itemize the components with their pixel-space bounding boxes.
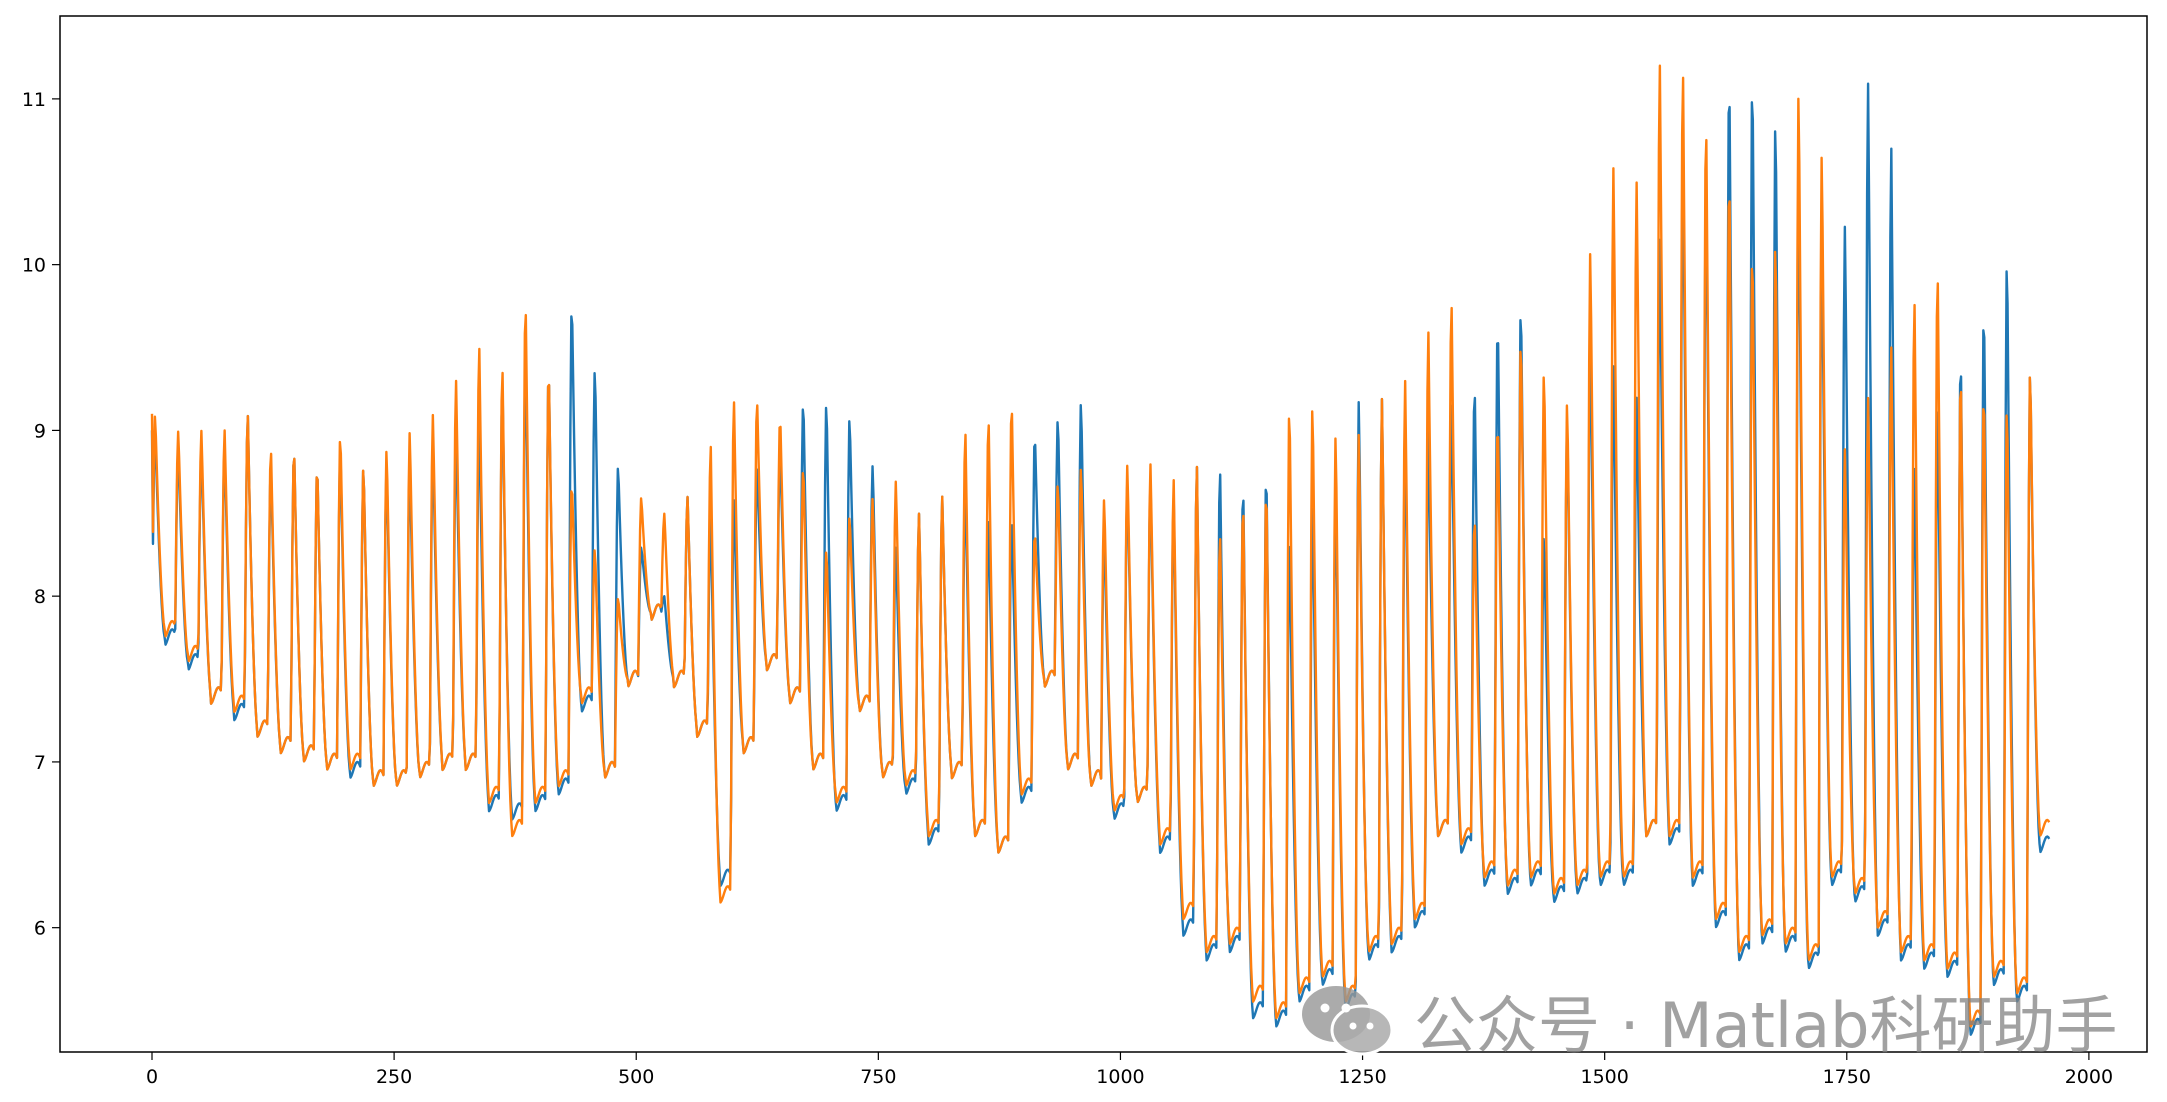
x-tick-label: 1500 [1580, 1066, 1628, 1088]
plot-frame [59, 15, 2148, 1053]
x-tick-label: 1250 [1338, 1066, 1386, 1088]
x-axis-ticks: 0 250 500 750 1000 1250 1500 1750 2000 [146, 1052, 2113, 1088]
x-tick-label: 500 [618, 1066, 654, 1088]
x-tick-label: 0 [146, 1066, 158, 1088]
y-tick-label: 11 [22, 89, 46, 111]
y-tick-label: 8 [34, 586, 46, 608]
y-axis-ticks: 6 7 8 9 10 11 [22, 89, 60, 940]
x-tick-label: 2000 [2065, 1066, 2113, 1088]
y-tick-label: 7 [34, 752, 46, 774]
x-tick-label: 750 [860, 1066, 896, 1088]
y-tick-label: 9 [34, 420, 46, 442]
x-tick-label: 1000 [1096, 1066, 1144, 1088]
x-tick-label: 1750 [1823, 1066, 1871, 1088]
series-line-2 [150, 64, 2051, 1028]
x-tick-label: 250 [376, 1066, 412, 1088]
y-tick-label: 6 [34, 918, 46, 940]
y-tick-label: 10 [22, 255, 46, 277]
series-layer [150, 64, 2051, 1036]
